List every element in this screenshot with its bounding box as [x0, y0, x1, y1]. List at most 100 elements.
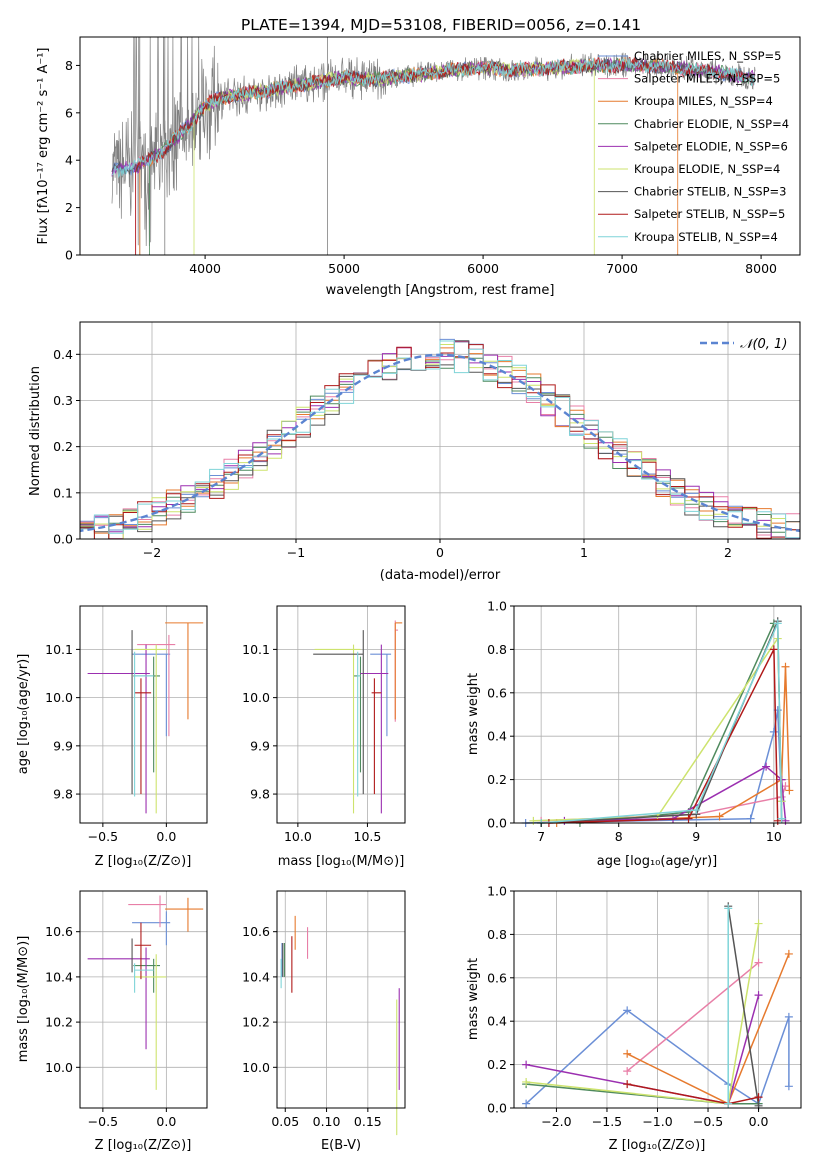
legend-entry: Salpeter MILES, N_SSP=5 [634, 72, 780, 86]
p7-y-tick-label: 10.4 [242, 969, 270, 984]
mass-weight-line [526, 923, 760, 1105]
gaussian-legend-label: 𝒩(0, 1) [740, 337, 787, 352]
mass-weight-marker [623, 1080, 632, 1089]
mass-weight-marker [777, 814, 786, 823]
mass-weight-line [626, 962, 760, 1072]
mass-weight-marker [724, 904, 733, 913]
residual-y-tick-label: 0.0 [53, 532, 73, 547]
p3-y-tick-label: 9.8 [53, 787, 73, 802]
weight-z-xlabel: Z [log₁₀(Z/Z⊙)] [609, 1138, 706, 1153]
mass-weight-marker [784, 949, 793, 958]
residual-x-tick-label: 2 [724, 545, 732, 560]
p8-y-tick-label: 0.2 [487, 1057, 507, 1072]
spectrum-ylabel: Flux [fλ10⁻¹⁷ erg cm⁻² s⁻¹ A⁻¹] [36, 48, 51, 245]
mass-weight-marker [784, 1012, 793, 1021]
p3-x-tick-label: −0.5 [88, 829, 118, 844]
mass-weight-marker [784, 1082, 793, 1091]
legend-entry: Chabrier STELIB, N_SSP=3 [634, 185, 786, 199]
p5-y-tick-label: 0.2 [487, 772, 507, 787]
residual-x-tick-label: 0 [436, 545, 444, 560]
mass-weight-marker [623, 1049, 632, 1058]
residual-x-tick-label: 1 [580, 545, 588, 560]
p4-x-tick-label: 10.0 [284, 829, 312, 844]
mass-weight-line [541, 623, 783, 824]
mass-z-xlabel: Z [log₁₀(Z/Z⊙)] [95, 1138, 192, 1153]
mass-weight-marker [724, 1099, 733, 1108]
p6-y-tick-label: 10.6 [45, 924, 73, 939]
legend-entry: Chabrier ELODIE, N_SSP=4 [634, 117, 789, 131]
spectrum-x-tick-label: 4000 [189, 261, 221, 276]
age-z-xlabel: Z [log₁₀(Z/Z⊙)] [95, 854, 192, 869]
legend-entry: Kroupa MILES, N_SSP=4 [634, 94, 773, 108]
mass-weight-line [533, 636, 783, 822]
p8-x-tick-label: −1.5 [592, 1114, 622, 1129]
spectrum-x-tick-label: 6000 [467, 261, 499, 276]
mass-weight-marker [773, 619, 782, 628]
mass-weight-marker [715, 812, 724, 821]
p6-y-tick-label: 10.0 [45, 1060, 73, 1075]
weight-vs-age-panel: 7 8 9 10 0.0 0.2 0.4 0.6 0.8 1.0 age [log₁₀(age/y… [466, 599, 802, 869]
residual-y-tick-label: 0.4 [53, 347, 73, 362]
spectrum-panel: 4000 5000 6000 7000 8000 0 2 4 6 8 Chabrier MILES… [36, 36, 801, 298]
p8-y-tick-label: 0.4 [487, 1014, 507, 1029]
legend-entry: Salpeter STELIB, N_SSP=5 [634, 207, 785, 221]
weight-age-ylabel: mass weight [466, 673, 481, 755]
p4-y-tick-label: 9.8 [250, 787, 270, 802]
p8-y-tick-label: 0.6 [487, 970, 507, 985]
figure-title: PLATE=1394, MJD=53108, FIBERID=0056, z=0… [241, 16, 641, 34]
spectrum-plot-area [111, 37, 756, 255]
spectrum-series-group [111, 37, 756, 255]
mass-weight-marker [746, 814, 755, 823]
mass-vs-z-panel: −0.5 0.010.010.210.410.6 Z [log₁₀(Z/Z⊙)] … [16, 890, 208, 1153]
p6-x-tick-label: −0.5 [88, 1114, 118, 1129]
residual-x-tick-label: −1 [287, 545, 305, 560]
mass-weight-marker [781, 816, 790, 825]
mass-weight-marker [754, 1093, 763, 1102]
residual-y-tick-label: 0.2 [53, 439, 73, 454]
legend-entry: Chabrier MILES, N_SSP=5 [634, 49, 781, 63]
p8-y-tick-label: 0.0 [487, 1101, 507, 1116]
age-vs-mass-panel: 10.0 10.5 9.8 9.9 10.0 10.1 mass [log₁₀(M/M⊙)… [242, 605, 406, 869]
mass-weight-marker [692, 805, 701, 814]
mass-weight-marker [773, 816, 782, 825]
mass-weight-marker [781, 662, 790, 671]
spectrum-xlabel: wavelength [Angstrom, rest frame] [326, 283, 555, 298]
legend-entry: Kroupa ELODIE, N_SSP=4 [634, 162, 780, 176]
mass-weight-marker [754, 919, 763, 928]
spectrum-legend: Chabrier MILES, N_SSP=5 Salpeter MILES, N… [598, 49, 789, 244]
residual-panel: −2 −1 0 1 2 0.0 0.1 0.2 0.3 0.4 𝒩(0, 1) (data-mod… [28, 321, 801, 583]
p5-x-tick-label: 10 [766, 829, 782, 844]
mass-weight-marker [522, 1077, 531, 1086]
p7-x-tick-label: 0.05 [271, 1114, 299, 1129]
model-spectrum-line [111, 57, 755, 179]
p8-x-tick-label: −1.0 [642, 1114, 672, 1129]
p6-y-tick-label: 10.4 [45, 969, 73, 984]
p4-y-tick-label: 10.0 [242, 690, 270, 705]
p5-x-tick-label: 8 [615, 829, 623, 844]
mass-weight-marker [684, 814, 693, 823]
spectrum-ticks: 4000 5000 6000 7000 8000 0 2 4 6 8 [65, 58, 777, 276]
residual-plot-area [80, 322, 800, 540]
p5-x-tick-label: 7 [537, 829, 545, 844]
spectrum-x-tick-label: 8000 [745, 261, 777, 276]
residual-y-tick-label: 0.1 [53, 485, 73, 500]
spectrum-x-tick-label: 7000 [606, 261, 638, 276]
p8-x-tick-label: 0.0 [749, 1114, 769, 1129]
mass-weight-marker [522, 1099, 531, 1108]
residual-x-tick-label: −2 [143, 545, 161, 560]
p3-y-tick-label: 10.0 [45, 690, 73, 705]
weight-vs-z-panel: −2.0 −1.5 −1.0 −0.5 0.0 0.0 0.2 0.4 0.6 0.8 1.0 Z … [466, 884, 802, 1153]
legend-entry: Kroupa STELIB, N_SSP=4 [634, 230, 778, 244]
mass-vs-ebv-panel: 0.05 0.10 0.15 10.0 10.2 10.4 10.6 E(B-V) [242, 890, 406, 1153]
spectrum-y-tick-label: 0 [65, 248, 73, 263]
p3-y-tick-label: 9.9 [53, 738, 73, 753]
mass-weight-line [727, 906, 760, 1106]
mass-weight-marker [754, 991, 763, 1000]
mass-weight-line [525, 710, 783, 824]
spectrum-y-tick-label: 6 [65, 105, 73, 120]
p7-y-tick-label: 10.6 [242, 924, 270, 939]
p4-x-tick-label: 10.5 [354, 829, 382, 844]
spectrum-y-tick-label: 2 [65, 200, 73, 215]
p5-y-tick-label: 0.6 [487, 685, 507, 700]
residual-legend: 𝒩(0, 1) [700, 337, 787, 352]
